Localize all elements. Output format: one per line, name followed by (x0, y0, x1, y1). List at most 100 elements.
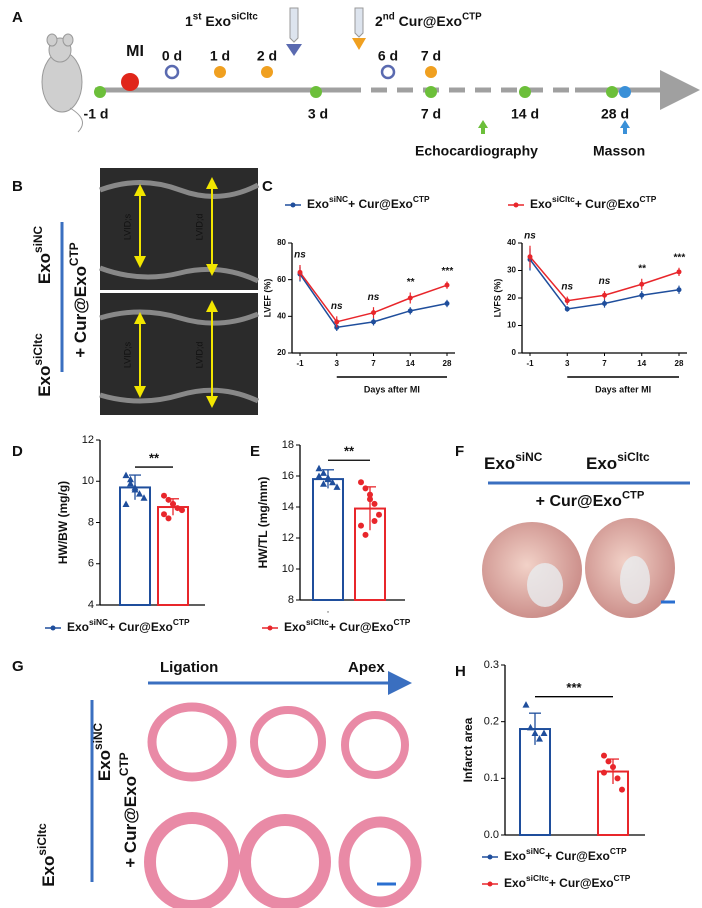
injection-2: 2nd Cur@ExoCTP (375, 11, 482, 29)
x-tick-label: . (327, 605, 330, 616)
significance: *** (566, 680, 582, 695)
data-point (333, 483, 341, 490)
data-point (127, 475, 134, 483)
data-point (444, 301, 450, 306)
superscript: siCltc (526, 873, 549, 883)
bar (519, 728, 551, 836)
mi-label: MI (126, 43, 144, 60)
panel-letter: D (12, 443, 23, 460)
data-point (536, 735, 543, 742)
legend-label: ExosiNC+ Cur@ExoCTP (307, 194, 430, 211)
text-part: Exo (202, 13, 232, 29)
text-part: + Cur@Exo (536, 493, 623, 510)
significance: ns (524, 230, 536, 241)
data-point (315, 472, 323, 479)
data-point (371, 310, 376, 316)
legend-label: ExosiCltc+ Cur@ExoCTP (284, 617, 411, 634)
superscript: siCltc (231, 11, 258, 22)
y-tick-label: 10 (82, 475, 94, 487)
significance: ns (561, 281, 573, 292)
data-point (362, 531, 369, 538)
legend-label: ExosiNC+ Cur@ExoCTP (67, 617, 190, 634)
data-point (531, 729, 539, 736)
y-tick-label: 0.0 (484, 829, 499, 841)
text-part: 2 (375, 13, 383, 29)
data-point (407, 295, 413, 301)
legend-marker (50, 625, 56, 631)
y-axis-label: LVFS (%) (492, 279, 502, 318)
data-point (367, 496, 373, 503)
y-tick-label: 0.3 (484, 659, 499, 671)
text-part: + Cur@Exo (71, 266, 90, 358)
y-tick-label: 4 (88, 599, 94, 611)
text-part: + Cur@Exo (545, 849, 610, 863)
x-axis-label: Days after MI (364, 384, 420, 394)
y-tick-label: 14 (282, 501, 294, 513)
panel-letter: C (262, 178, 273, 195)
data-point (605, 758, 612, 765)
panel-letter: E (250, 443, 260, 460)
significance: ns (294, 250, 306, 261)
panel-letter: B (12, 178, 23, 195)
data-point (362, 485, 369, 492)
heart-group-2: ExosiCltc (586, 450, 650, 473)
y-tick-label: 30 (507, 266, 516, 275)
panel-letter: F (455, 443, 464, 460)
significance: ** (149, 451, 160, 466)
data-point (614, 775, 621, 782)
superscript: CTP (610, 846, 627, 856)
y-tick-label: 12 (82, 434, 94, 446)
data-point (358, 479, 364, 486)
data-point (376, 511, 382, 518)
data-point (610, 764, 616, 770)
data-point (602, 292, 607, 298)
day-label: 14 d (511, 106, 539, 122)
x-tick-label: 28 (675, 359, 684, 368)
data-point (358, 522, 364, 529)
data-point (601, 752, 607, 759)
histology-start: Ligation (160, 659, 218, 676)
superscript: CTP (622, 490, 645, 502)
text-part: Exo (307, 197, 329, 211)
legend-label: ExosiCltc+ Cur@ExoCTP (530, 194, 657, 211)
data-point (564, 298, 570, 304)
data-point (371, 517, 378, 524)
masson-label: Masson (593, 143, 645, 159)
data-point (320, 480, 327, 487)
superscript: CTP (462, 11, 482, 22)
y-tick-label: 60 (277, 275, 286, 284)
heart-group-1: ExosiNC (484, 450, 543, 473)
data-point (165, 496, 172, 503)
data-point (540, 729, 548, 736)
bar (157, 506, 189, 606)
significance: ns (368, 292, 380, 303)
superscript: CTP (413, 194, 430, 204)
day-label: 28 d (601, 106, 629, 122)
day-label: 7 d (421, 48, 441, 64)
y-tick-label: 0.2 (484, 716, 499, 728)
data-point (161, 492, 167, 499)
bar (119, 486, 151, 606)
echo-group-1: ExosiNC (31, 225, 54, 284)
superscript: siNC (31, 225, 45, 253)
echo-images (60, 168, 260, 415)
superscript: siNC (89, 617, 108, 627)
day-label: -1 d (84, 106, 109, 122)
data-point (367, 491, 373, 498)
data-point (315, 464, 323, 472)
day-label: 7 d (421, 106, 441, 122)
x-tick-label: 14 (637, 359, 646, 368)
superscript: siCltc (617, 450, 650, 464)
data-point (639, 292, 645, 298)
legend-marker (487, 881, 493, 887)
data-point (297, 269, 303, 275)
data-point (179, 507, 185, 514)
text-part: + Cur@Exo (549, 876, 614, 890)
text-part: Exo (95, 750, 114, 781)
superscript: siCltc (552, 194, 575, 204)
superscript: siNC (91, 722, 105, 750)
y-tick-label: 18 (282, 439, 294, 451)
data-point (527, 723, 534, 731)
y-axis-label: HW/TL (mg/mm) (256, 477, 270, 569)
